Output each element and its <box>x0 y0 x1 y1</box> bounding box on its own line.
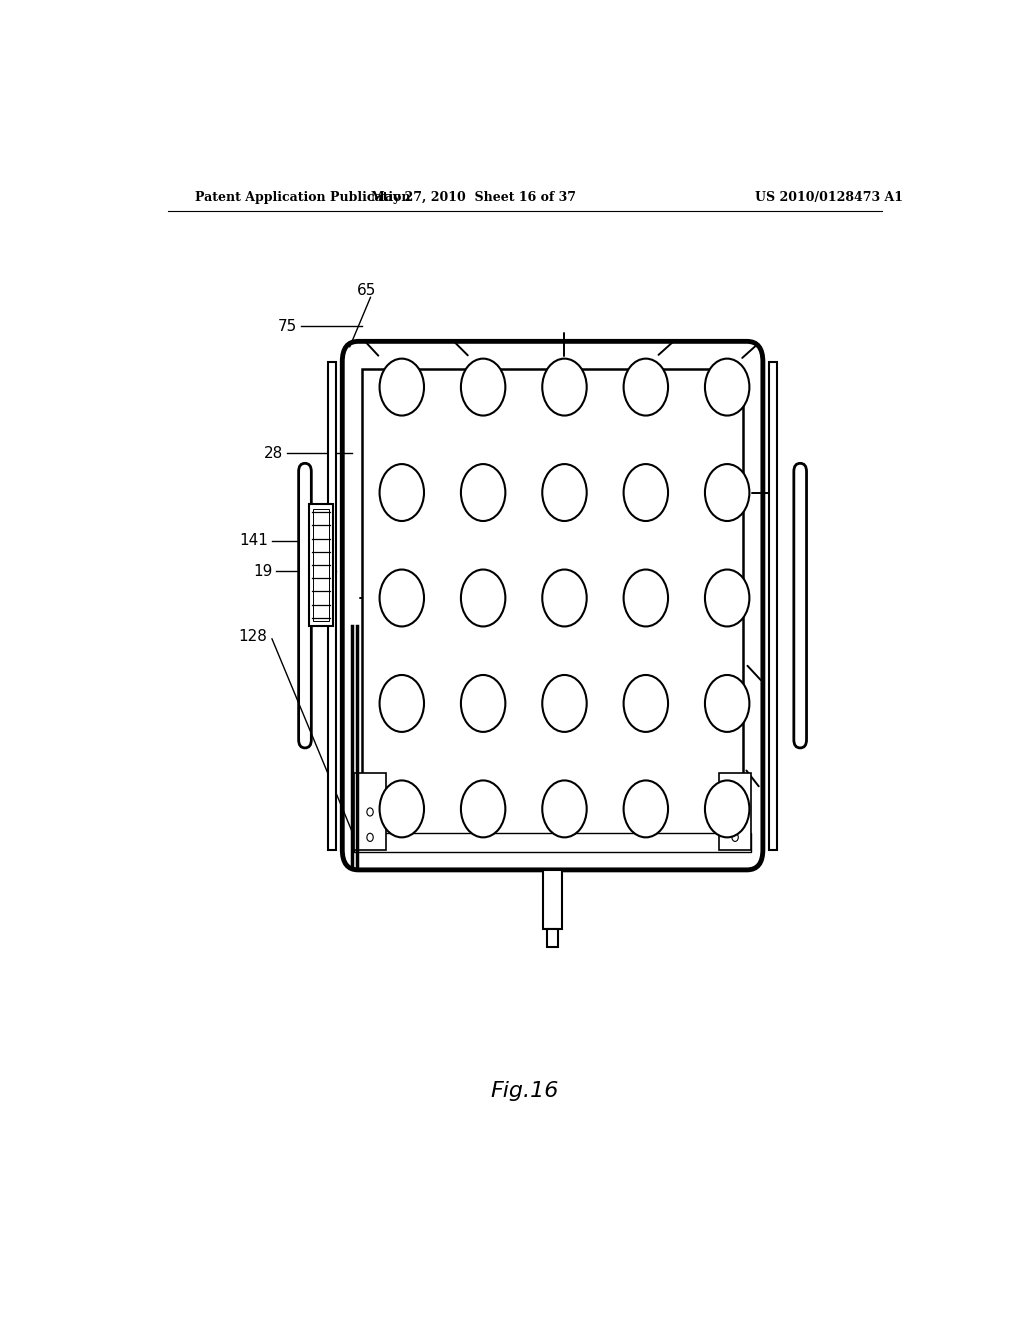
Circle shape <box>367 808 373 816</box>
Circle shape <box>461 780 506 837</box>
Circle shape <box>624 675 668 731</box>
Text: US 2010/0128473 A1: US 2010/0128473 A1 <box>755 190 903 203</box>
Circle shape <box>705 780 750 837</box>
Circle shape <box>380 675 424 731</box>
Bar <box>313 510 329 620</box>
Circle shape <box>380 569 424 627</box>
Text: 65: 65 <box>357 282 377 298</box>
Text: 28: 28 <box>264 446 284 461</box>
Circle shape <box>543 569 587 627</box>
Circle shape <box>624 465 668 521</box>
Text: 19: 19 <box>253 564 272 578</box>
Circle shape <box>461 359 506 416</box>
FancyBboxPatch shape <box>794 463 807 748</box>
Circle shape <box>543 465 587 521</box>
Circle shape <box>461 675 506 731</box>
Circle shape <box>380 359 424 416</box>
Circle shape <box>705 359 750 416</box>
Circle shape <box>461 569 506 627</box>
Text: May 27, 2010  Sheet 16 of 37: May 27, 2010 Sheet 16 of 37 <box>371 190 575 203</box>
Circle shape <box>624 569 668 627</box>
Circle shape <box>705 675 750 731</box>
Circle shape <box>543 780 587 837</box>
Circle shape <box>367 833 373 841</box>
Circle shape <box>624 780 668 837</box>
FancyBboxPatch shape <box>299 463 311 748</box>
Bar <box>362 368 743 845</box>
Circle shape <box>380 465 424 521</box>
Bar <box>543 870 562 929</box>
Bar <box>309 504 333 626</box>
Text: Patent Application Publication: Patent Application Publication <box>196 190 411 203</box>
FancyBboxPatch shape <box>342 342 763 870</box>
Circle shape <box>705 569 750 627</box>
Circle shape <box>732 833 738 841</box>
Bar <box>354 833 751 851</box>
Bar <box>769 362 777 850</box>
Circle shape <box>461 465 506 521</box>
Circle shape <box>543 359 587 416</box>
Circle shape <box>732 808 738 816</box>
Circle shape <box>380 780 424 837</box>
Circle shape <box>624 359 668 416</box>
Circle shape <box>543 675 587 731</box>
Text: 141: 141 <box>240 533 268 548</box>
Text: Fig.16: Fig.16 <box>490 1081 559 1101</box>
Bar <box>328 362 336 850</box>
Bar <box>548 929 558 948</box>
Text: 75: 75 <box>278 318 297 334</box>
Bar <box>354 774 386 850</box>
Bar <box>719 774 751 850</box>
Circle shape <box>705 465 750 521</box>
Text: 128: 128 <box>239 628 267 644</box>
